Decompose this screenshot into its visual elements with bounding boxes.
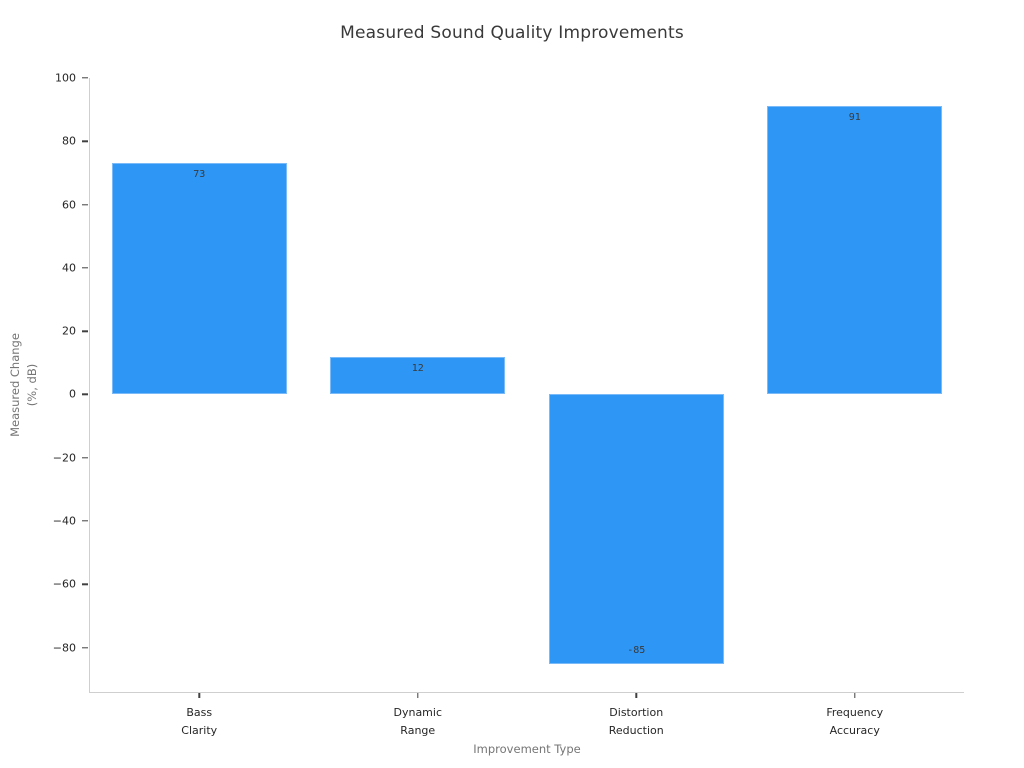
bar: 91 bbox=[767, 106, 943, 395]
y-tick-mark bbox=[82, 77, 88, 79]
bar-value-label: -85 bbox=[627, 644, 646, 656]
bar: 12 bbox=[330, 356, 506, 395]
y-tick-label: −60 bbox=[52, 577, 76, 591]
y-tick-label: 100 bbox=[55, 71, 76, 85]
x-axis-spine bbox=[89, 692, 964, 693]
y-tick-mark bbox=[82, 140, 88, 142]
y-tick-mark bbox=[82, 330, 88, 332]
y-tick-label: 60 bbox=[62, 198, 76, 212]
y-tick-label: −40 bbox=[52, 514, 76, 528]
x-axis-label: Improvement Type bbox=[473, 742, 581, 756]
x-tick-mark bbox=[417, 693, 419, 698]
bar: 73 bbox=[111, 163, 287, 395]
y-tick-label: −80 bbox=[52, 641, 76, 655]
bar-value-label: 91 bbox=[848, 112, 861, 124]
y-tick-mark bbox=[82, 583, 88, 586]
x-tick-label: Distortion Reduction bbox=[608, 706, 664, 737]
y-tick-mark bbox=[82, 267, 88, 269]
x-tick-label: Frequency Accuracy bbox=[826, 706, 884, 737]
plot-area: 100 80 60 40 20 0 −20 −40 −60 −80 Bass Clarity 73 Dy… bbox=[53, 72, 964, 737]
y-tick-label: 20 bbox=[62, 324, 76, 338]
y-tick-label: 80 bbox=[62, 134, 76, 148]
y-tick-mark bbox=[82, 203, 88, 206]
y-tick-mark bbox=[82, 520, 88, 522]
chart-title: Measured Sound Quality Improvements bbox=[340, 23, 684, 43]
y-tick-mark bbox=[82, 646, 88, 649]
x-tick-mark bbox=[854, 693, 856, 698]
bar: -85 bbox=[548, 394, 724, 664]
y-tick-mark bbox=[82, 393, 88, 396]
x-tick-label: Dynamic Range bbox=[393, 706, 443, 737]
x-tick-mark bbox=[635, 693, 637, 698]
bar-value-label: 73 bbox=[193, 169, 206, 181]
y-axis-label: Measured Change (%, dB) bbox=[7, 333, 39, 437]
x-tick-mark bbox=[198, 693, 200, 698]
bar-value-label: 12 bbox=[411, 362, 424, 374]
x-tick-label: Bass Clarity bbox=[181, 706, 218, 737]
y-tick-label: 40 bbox=[62, 261, 76, 275]
y-tick-label: 0 bbox=[69, 387, 76, 401]
y-tick-label: −20 bbox=[52, 451, 76, 465]
y-axis-spine bbox=[89, 78, 90, 693]
y-tick-mark bbox=[82, 457, 88, 459]
